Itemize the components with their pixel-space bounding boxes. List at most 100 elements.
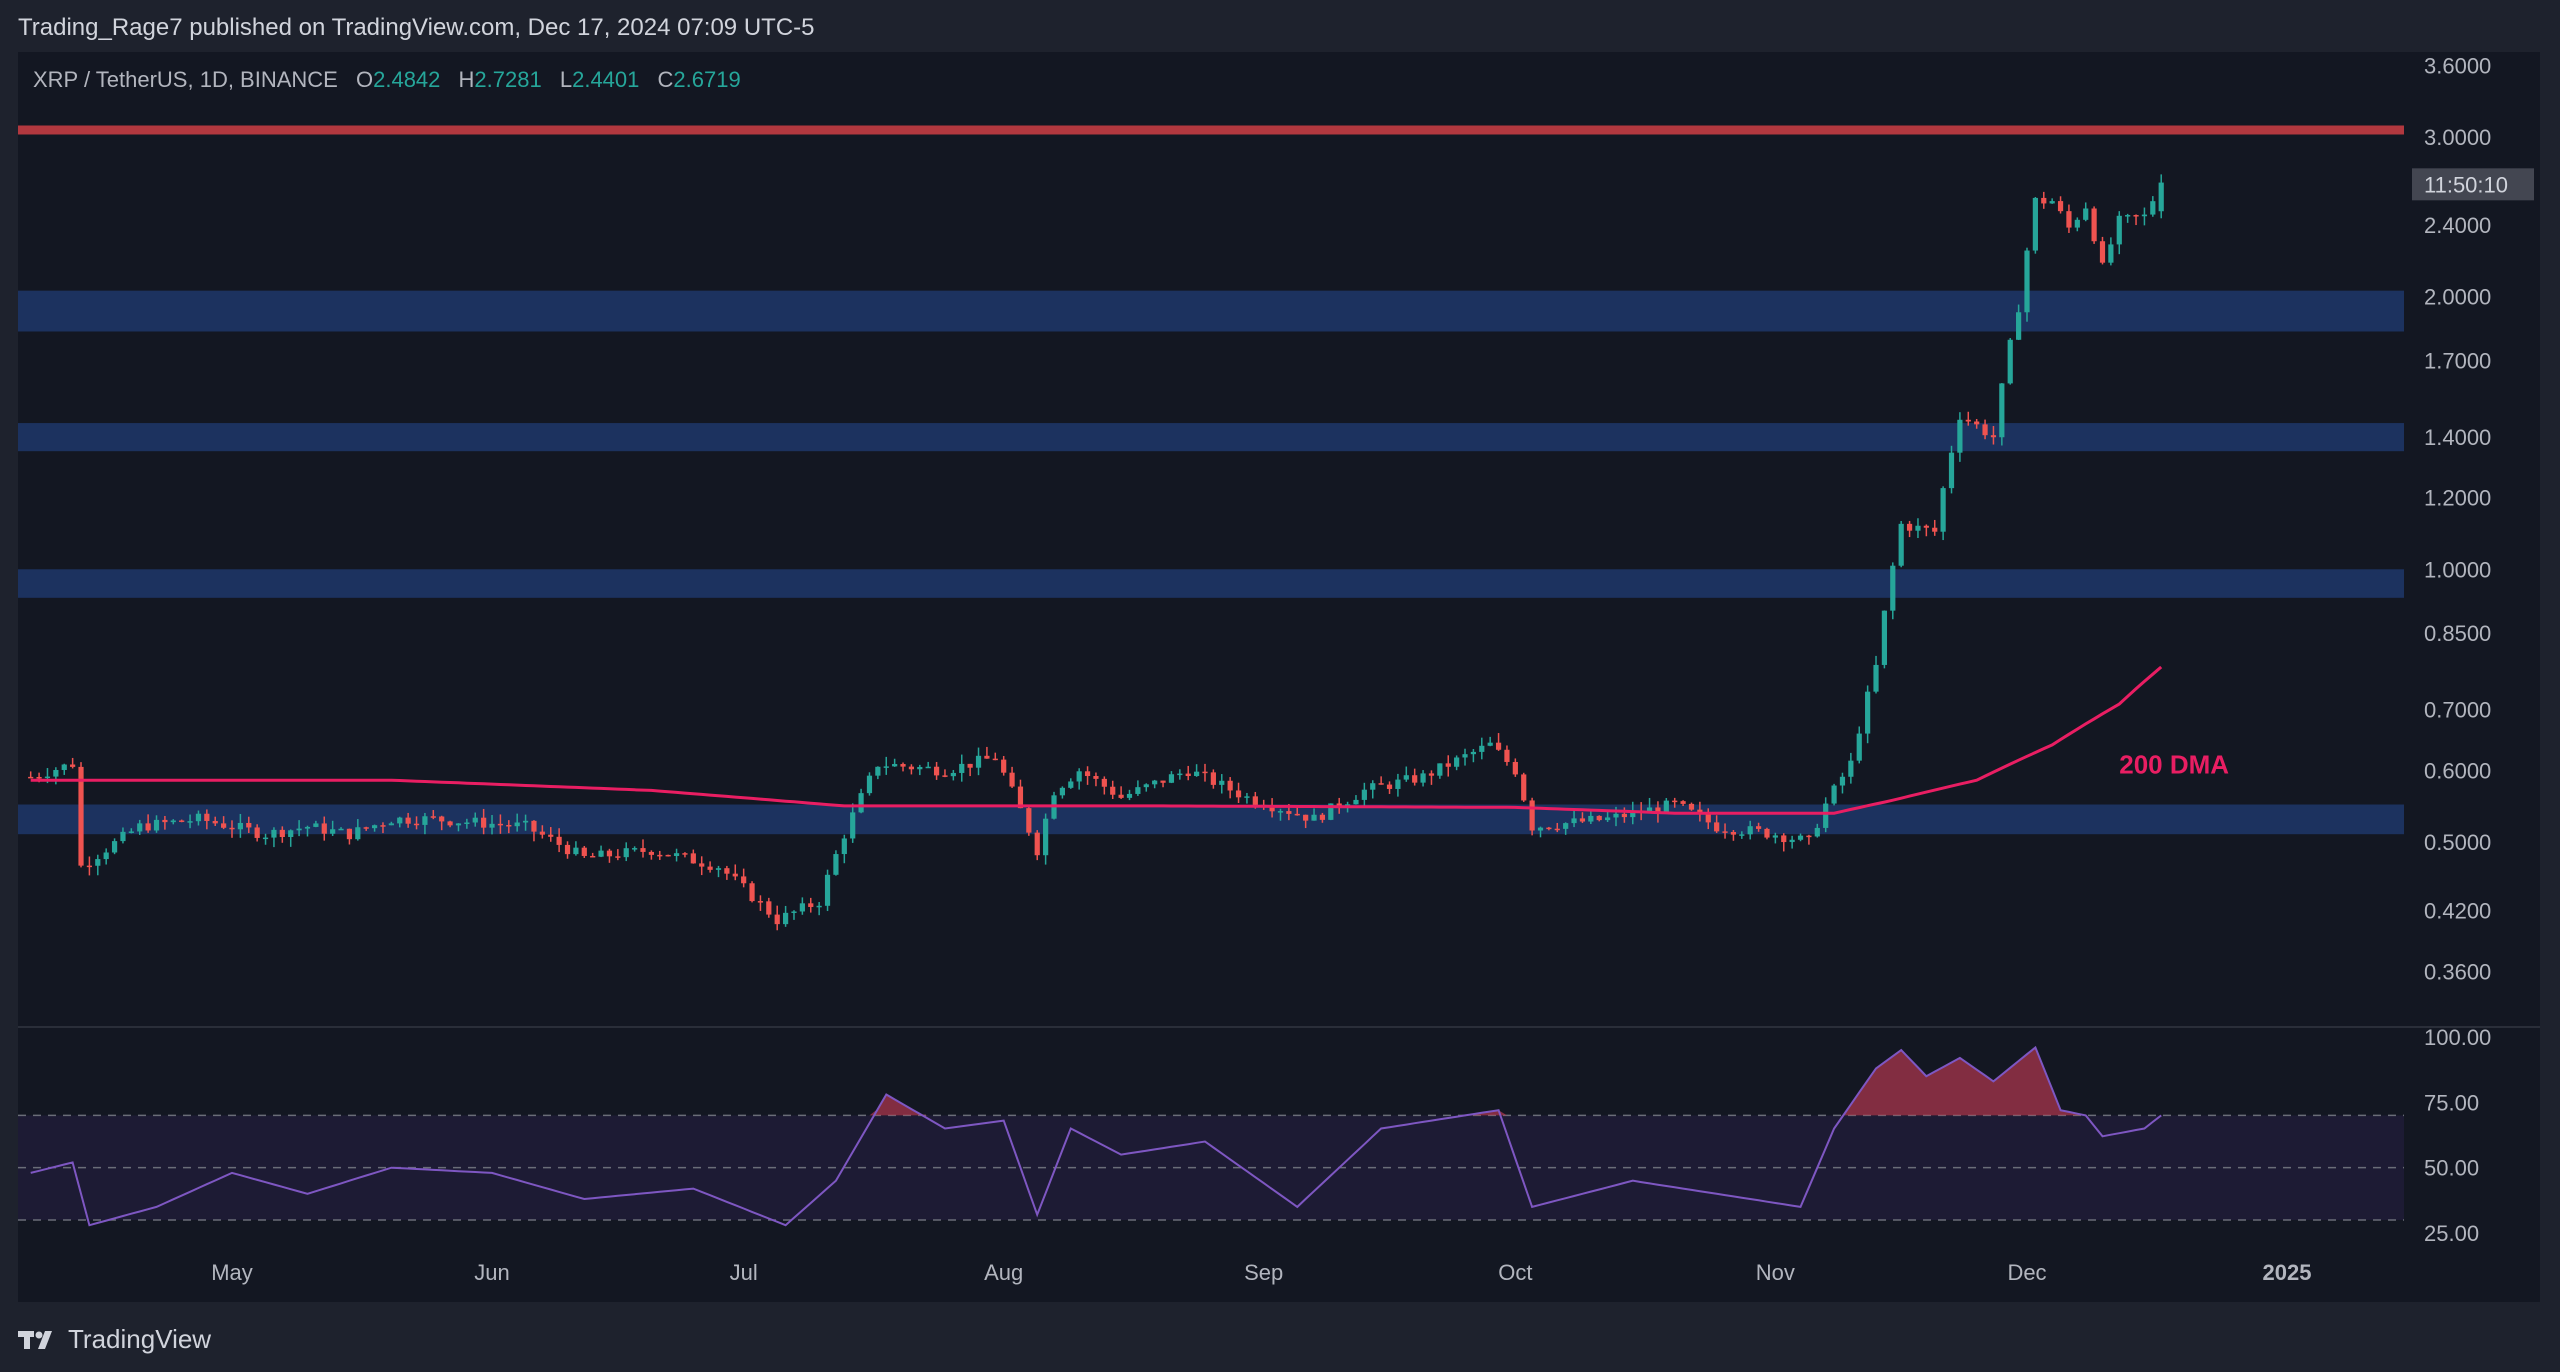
candle (1554, 822, 1560, 833)
candle (1881, 610, 1888, 669)
candle-body (1328, 803, 1334, 820)
candle (53, 767, 59, 785)
candle-body (875, 766, 881, 776)
candle (1303, 814, 1309, 829)
candle (1722, 823, 1728, 839)
candle-body (2158, 182, 2164, 212)
candle-body (497, 823, 504, 826)
candle (623, 842, 629, 862)
candle (1957, 412, 1963, 462)
candle-body (632, 848, 638, 850)
candle-body (992, 758, 998, 761)
candle-body (1605, 817, 1611, 821)
candle-body (1143, 784, 1149, 788)
candle-body (1470, 751, 1477, 755)
candle (2141, 207, 2148, 226)
tradingview-brand[interactable]: TradingView (18, 1324, 211, 1355)
candle-body (1705, 813, 1711, 823)
price-chart[interactable]: 200 DMA 3.6000 3.0000 2.4000 2.0000 1.7000 1.4… (18, 52, 2540, 1302)
candle (497, 814, 504, 834)
candle-body (866, 775, 873, 794)
tradingview-logo-icon (18, 1330, 52, 1349)
candle-body (816, 905, 822, 908)
high-value: 2.7281 (474, 67, 542, 92)
candle (1319, 812, 1326, 823)
candle-body (1495, 742, 1502, 750)
candle (78, 762, 84, 868)
candle-body (346, 828, 353, 840)
candle-body (338, 828, 344, 831)
candle (2150, 196, 2156, 217)
candle (2125, 213, 2131, 223)
candle-body (707, 866, 713, 870)
candle-body (1420, 773, 1426, 783)
candle-body (1806, 835, 1812, 838)
candle (757, 895, 764, 911)
candle (1521, 772, 1527, 802)
close-label: C (657, 67, 674, 92)
candle-body (313, 823, 319, 827)
candle-body (413, 823, 420, 826)
candle-body (1378, 783, 1384, 785)
candle-body (262, 837, 269, 840)
candle-body (1772, 835, 1778, 838)
candle-body (1823, 803, 1829, 828)
candle-body (1017, 786, 1024, 809)
candle (338, 827, 344, 831)
candle-body (44, 776, 51, 779)
candle (464, 818, 470, 829)
candle (640, 839, 646, 858)
candle (1923, 524, 1929, 537)
candle-body (489, 823, 495, 828)
price-tick-label: 0.6000 (2424, 758, 2491, 783)
candle (564, 841, 571, 859)
candle-body (170, 820, 176, 823)
candle-body (1663, 800, 1669, 813)
candle (1755, 822, 1762, 832)
x-tick-label: Sep (1244, 1260, 1283, 1285)
candle (481, 808, 487, 835)
candle (380, 822, 386, 834)
candle (145, 814, 151, 833)
candle (162, 815, 168, 830)
candle (539, 825, 545, 839)
candle (1856, 726, 1862, 764)
candle-body (2099, 241, 2106, 263)
candle-body (673, 853, 680, 856)
candle (271, 827, 277, 848)
candle (2049, 198, 2055, 204)
candle (288, 829, 294, 847)
candle-body (967, 763, 973, 768)
candle (439, 815, 445, 831)
candle (2032, 196, 2038, 254)
candle-body (1210, 772, 1216, 785)
candle (967, 763, 973, 777)
candle (1017, 779, 1024, 809)
chart-area[interactable]: 200 DMA 3.6000 3.0000 2.4000 2.0000 1.7000 1.4… (18, 52, 2540, 1302)
candle (715, 865, 722, 878)
candle (1361, 782, 1367, 807)
candle (942, 769, 948, 778)
candle-body (1487, 742, 1493, 746)
candle-body (581, 847, 587, 856)
candle-body (455, 823, 462, 826)
candle (1370, 780, 1376, 799)
candle-body (2007, 339, 2013, 384)
candle-body (514, 822, 520, 827)
candle-body (2083, 208, 2089, 220)
candle-body (1680, 801, 1686, 804)
candle (1194, 764, 1200, 777)
candle (1932, 519, 1938, 536)
candle (1034, 830, 1040, 861)
candle (103, 848, 109, 865)
candle (1529, 797, 1535, 836)
candle (2024, 247, 2030, 322)
candle-body (648, 851, 654, 855)
candle-body (1554, 828, 1560, 831)
candle-body (1655, 807, 1661, 813)
candle (1437, 763, 1443, 779)
candle (2133, 214, 2139, 226)
candle (1185, 765, 1191, 781)
candle-body (2108, 244, 2114, 263)
candle (1076, 768, 1082, 790)
